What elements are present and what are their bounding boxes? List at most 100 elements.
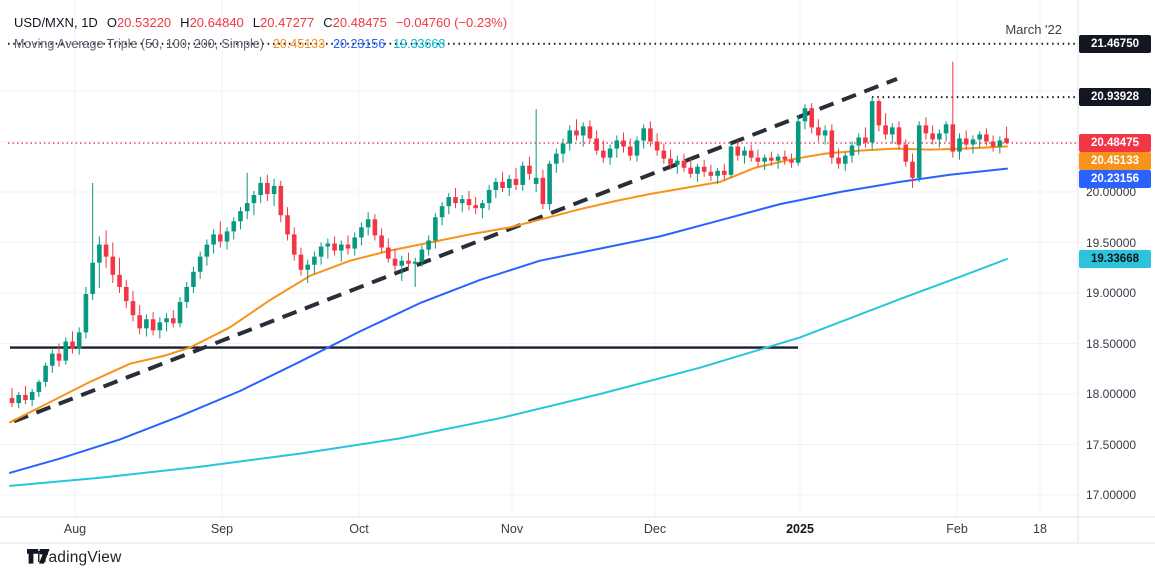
price-badge-sma100: 20.23156	[1079, 170, 1151, 188]
candle-body	[876, 101, 882, 126]
price-badge-sma200: 19.33668	[1079, 250, 1151, 268]
candle-body	[883, 125, 888, 135]
ma-line-200[interactable]	[9, 258, 1008, 487]
candle-body	[130, 301, 136, 316]
price-scale-label[interactable]: 20.00000	[1086, 185, 1137, 199]
candle-body	[184, 286, 190, 303]
candle-body	[372, 219, 378, 236]
candle-body	[661, 150, 667, 159]
candle-body	[836, 157, 841, 164]
candle-body	[486, 189, 492, 204]
candle-body	[238, 211, 243, 222]
candle-body	[1004, 138, 1009, 144]
price-scale-label[interactable]: 19.50000	[1086, 235, 1137, 250]
candle-body	[634, 140, 640, 156]
candle-body	[500, 181, 505, 188]
candle-body	[890, 127, 895, 135]
candle-body	[137, 315, 142, 329]
candle-body	[459, 199, 465, 204]
candle-body	[211, 234, 216, 245]
time-axis-label-2025[interactable]: 2025	[786, 522, 814, 536]
candle-body	[453, 197, 458, 204]
time-axis-label-aug[interactable]: Aug	[63, 522, 87, 536]
candle-body	[76, 332, 82, 349]
price-scale-label[interactable]: 19.00000	[1086, 286, 1137, 300]
price-badge-last-price: 20.48475	[1079, 134, 1151, 152]
ohlc-low: L20.47277	[252, 14, 315, 30]
candle-body	[231, 221, 237, 232]
candle-body	[560, 143, 566, 154]
candle-body	[742, 150, 747, 156]
candle-body	[735, 146, 741, 156]
candle-body	[903, 144, 909, 162]
trendline-dashed[interactable]	[13, 77, 898, 424]
interval-selector[interactable]: 1D	[81, 14, 98, 30]
candle-body	[641, 128, 646, 141]
time-axis-label-nov[interactable]: Nov	[500, 522, 524, 536]
symbol-name[interactable]: USD/MXN,	[14, 14, 78, 30]
price-scale-label[interactable]: 18.50000	[1086, 336, 1137, 351]
candle-body	[278, 185, 284, 216]
candle-body	[688, 167, 694, 174]
candle-body	[325, 243, 331, 247]
candle-body	[117, 274, 122, 287]
candle-body	[950, 124, 956, 152]
candle-body	[580, 126, 586, 136]
candle-body	[970, 139, 976, 145]
symbol-title[interactable]: USD/MXN, 1D	[14, 15, 98, 30]
time-axis-label-18[interactable]: 18	[1033, 522, 1047, 536]
candle-body	[997, 140, 1003, 147]
candle-body	[668, 158, 673, 165]
candle-body	[762, 157, 767, 162]
candle-body	[379, 235, 384, 248]
candle-body	[856, 137, 862, 146]
candle-body	[265, 182, 270, 195]
time-axis-label-dec[interactable]: Dec	[643, 522, 667, 536]
candle-body	[399, 260, 405, 266]
indicator-title[interactable]: Moving Average Triple (50, 100, 200, Sim…	[14, 37, 264, 51]
candle-body	[359, 227, 364, 238]
candle-body	[614, 140, 620, 149]
candle-body	[426, 240, 431, 250]
price-scale-label[interactable]: 18.00000	[1086, 387, 1137, 401]
candle-body	[244, 203, 250, 212]
ohlc-open: O20.53220	[106, 14, 172, 30]
change-value: −0.04760 (−0.23%)	[395, 14, 508, 30]
candle-body	[258, 182, 263, 196]
candle-body	[621, 140, 626, 147]
candle-body	[123, 286, 129, 302]
price-scale-label[interactable]: 17.00000	[1086, 488, 1137, 502]
ma-line-50[interactable]	[9, 145, 1008, 424]
candle-body	[782, 156, 788, 160]
candle-body	[708, 171, 714, 176]
candle-body	[822, 130, 828, 136]
candle-body	[312, 256, 317, 265]
candle-body	[224, 231, 230, 242]
candle-body	[701, 166, 707, 172]
candle-body	[681, 160, 687, 168]
tradingview-logo[interactable]: TradingView	[27, 549, 122, 567]
price-scale-label[interactable]: 17.50000	[1086, 437, 1137, 452]
time-axis-label-sep[interactable]: Sep	[210, 522, 234, 536]
candle-body	[433, 217, 438, 241]
time-axis-label-feb[interactable]: Feb	[946, 522, 968, 536]
candle-body	[177, 302, 183, 324]
march-22-level-label: March '22	[1005, 22, 1062, 37]
candle-body	[365, 219, 371, 228]
candle-body	[607, 148, 613, 158]
candle-body	[654, 141, 660, 151]
candle-body	[285, 215, 290, 235]
indicator-value-sma50: 20.45133	[272, 37, 326, 51]
candle-body	[197, 256, 203, 272]
candle-body	[466, 199, 472, 206]
time-axis-label-oct[interactable]: Oct	[349, 522, 369, 536]
ma-line-100[interactable]	[9, 167, 1008, 474]
candle-body	[23, 395, 28, 401]
candle-body	[540, 177, 546, 205]
candle-body	[829, 130, 835, 158]
candle-body	[439, 206, 445, 218]
candle-body	[83, 294, 89, 333]
candle-body	[695, 166, 700, 174]
